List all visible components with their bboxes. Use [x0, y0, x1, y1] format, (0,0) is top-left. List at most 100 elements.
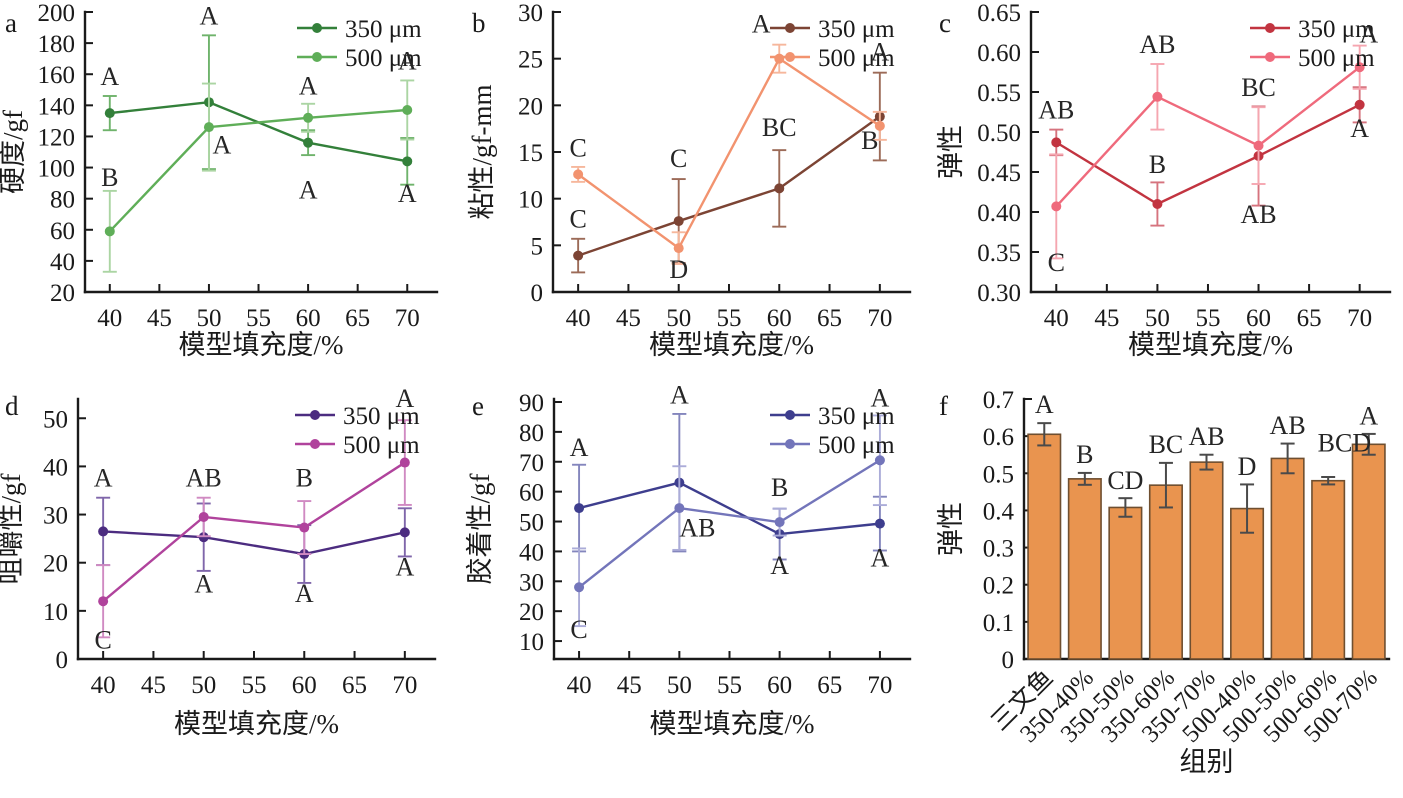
xtick-label: 45	[617, 672, 642, 699]
x-axis-label-d: 模型填充度/%	[174, 709, 339, 739]
ytick-label: 0	[1002, 647, 1015, 674]
significance-letters-a: A B A A A A A A	[100, 1, 416, 207]
significance-letter: AB	[1240, 200, 1276, 229]
significance-letter: BC	[1241, 73, 1276, 102]
ytick-label: 0	[531, 280, 544, 307]
ytick-label: 15	[518, 140, 543, 167]
significance-letters-b: C C C D BC A A B	[569, 10, 889, 284]
ytick-label: 0.30	[977, 280, 1021, 307]
legend-label: 350 μm	[345, 16, 422, 43]
data-point	[1051, 201, 1062, 212]
significance-letter: A	[1035, 390, 1054, 419]
data-point	[573, 250, 584, 261]
data-point	[1051, 137, 1062, 148]
ytick-label: 10	[518, 187, 543, 214]
ytick-label: 0.1	[983, 610, 1014, 637]
data-point	[774, 183, 785, 194]
significance-letter: A	[871, 383, 890, 412]
significance-letter: B	[771, 473, 788, 502]
ytick-label: 10	[519, 629, 544, 656]
ytick-label: 0.65	[977, 0, 1021, 27]
significance-letter: B	[101, 163, 118, 192]
significance-letter: AB	[1270, 411, 1306, 440]
ytick-label: 160	[38, 62, 76, 89]
xtick-label: 70	[867, 672, 892, 699]
xtick-label: 60	[767, 305, 792, 332]
xtick-label: 50	[667, 672, 692, 699]
significance-letter: C	[94, 625, 111, 654]
significance-letter: B	[1149, 150, 1166, 179]
xtick-label: 60	[1246, 305, 1271, 332]
x-axis-label-a: 模型填充度/%	[179, 330, 344, 360]
xtick-label: 65	[345, 305, 370, 332]
x-axis-label-b: 模型填充度/%	[649, 330, 814, 360]
series-500-μm	[102, 79, 415, 273]
y-axis-label-c: 弹性	[936, 125, 966, 179]
ytick-label: 20	[519, 599, 544, 626]
significance-letter: A	[870, 38, 889, 67]
significance-letter: A	[398, 47, 417, 76]
significance-letter: B	[1076, 440, 1093, 469]
ytick-label: 0.35	[977, 240, 1021, 267]
significance-letter: A	[299, 71, 318, 100]
legend-label: 350 μm	[818, 403, 895, 430]
ytick-label: 0.4	[983, 498, 1015, 525]
xtick-label: 70	[1347, 305, 1372, 332]
significance-letters-c: AB C AB B BC AB A A	[1038, 19, 1378, 277]
xtick-label: 50	[196, 305, 221, 332]
data-point	[303, 112, 314, 123]
data-point	[402, 105, 413, 115]
significance-letter: AB	[679, 513, 715, 542]
bar-500-50%	[1270, 457, 1305, 660]
xtick-label: 60	[296, 305, 321, 332]
panel-letter-b: b	[472, 8, 486, 38]
legend-label: 500 μm	[1298, 45, 1375, 72]
ytick-label: 0.2	[983, 573, 1014, 600]
xtick-label: 70	[392, 672, 417, 699]
data-point	[203, 122, 214, 133]
ytick-label: 90	[519, 390, 544, 417]
panel-a: a 20 40 60 80 100 120 140 160 180 200 40 45 50 55 60 65 7…	[0, 0, 467, 375]
xtick-label: 60	[767, 672, 792, 699]
xtick-label: 40	[566, 305, 591, 332]
significance-letter: D	[1238, 452, 1257, 481]
x-axis-label-e: 模型填充度/%	[650, 709, 815, 739]
significance-letter: AB	[186, 464, 222, 493]
ytick-label: 0	[56, 647, 69, 674]
panel-f-plot: f00.10.20.30.40.50.60.7三文鱼350-40%350-50%…	[936, 387, 1391, 777]
significance-letter: A	[212, 131, 231, 160]
panel-c-chart: c 0.30 0.35 0.40 0.45 0.50 0.55 0.60 0.65 40 45 50 5…	[936, 0, 1392, 360]
axes-d: 0 10 20 30 40 50 40 45 50 55 60 65 70 模型填充度/% 咀嚼性/gf	[0, 397, 437, 739]
significance-letter: BCD	[1318, 429, 1371, 458]
bar-350-50%	[1108, 506, 1143, 660]
ytick-label: 0.55	[977, 80, 1021, 107]
significance-letter: A	[1359, 19, 1378, 48]
xtick-label: 40	[97, 305, 122, 332]
panel-letter-d: d	[5, 391, 19, 421]
data-point	[874, 518, 885, 529]
ytick-label: 60	[50, 218, 75, 245]
ytick-label: 5	[531, 233, 544, 260]
bar-350-70%	[1189, 461, 1224, 660]
ytick-label: 40	[50, 249, 75, 276]
panel-b-chart: b 0 5 10 15 20 25 30 40 45 50 55 60 65 70 模型填充度/% 粘性/gf-…	[467, 0, 912, 360]
significance-letter: A	[194, 570, 213, 599]
axes-c: 0.30 0.35 0.40 0.45 0.50 0.55 0.60 0.65 40 45 50 55…	[936, 0, 1392, 360]
xtick-label: 55	[717, 672, 742, 699]
ytick-label: 30	[519, 569, 544, 596]
significance-letter: A	[395, 384, 414, 413]
xtick-label: 65	[1297, 305, 1322, 332]
ytick-label: 0.6	[983, 424, 1014, 451]
ytick-label: 120	[38, 124, 76, 151]
series-350-μm	[96, 496, 412, 584]
data-point	[198, 532, 209, 543]
ytick-label: 30	[518, 0, 543, 27]
axes-a: 20 40 60 80 100 120 140 160 180 200 40 45 50 55 60 65 70…	[0, 0, 439, 360]
ytick-label: 40	[519, 539, 544, 566]
